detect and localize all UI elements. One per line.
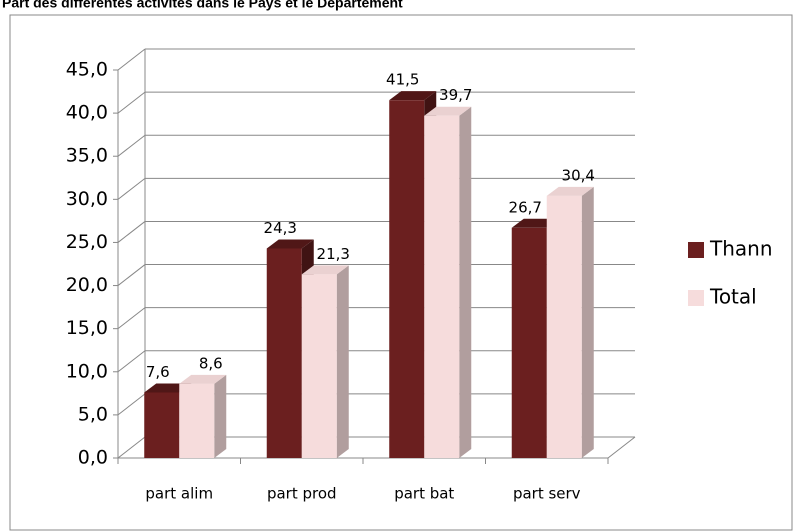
grid-line: [117, 134, 146, 157]
x-tick-label: part serv: [513, 485, 581, 503]
grid-line: [117, 436, 146, 459]
y-tick-label: 35,0: [66, 145, 108, 167]
bar-top: [179, 374, 227, 384]
bar-top: [301, 265, 349, 275]
data-label: 7,6: [146, 363, 170, 381]
y-tick-label: 0,0: [78, 447, 108, 469]
bar: [389, 100, 425, 458]
bar: [546, 195, 582, 458]
bar: [424, 115, 460, 458]
data-label: 21,3: [317, 245, 350, 263]
grid-line: [117, 91, 146, 114]
y-tick-label: 40,0: [66, 102, 108, 124]
bar: [179, 383, 215, 458]
data-label: 24,3: [264, 219, 297, 237]
bar-top: [266, 239, 314, 249]
x-tick-label: part prod: [267, 485, 337, 503]
y-tick-label: 10,0: [66, 360, 108, 382]
bar-side: [336, 265, 349, 458]
bar-side: [214, 374, 227, 458]
grid-line: [117, 264, 146, 286]
bar: [301, 274, 337, 458]
floor-side: [607, 436, 636, 459]
y-tick-label: 45,0: [66, 59, 108, 81]
grid-line: [117, 221, 146, 243]
legend-label: Total: [709, 285, 757, 309]
data-label: 41,5: [386, 71, 419, 89]
data-label: 30,4: [562, 166, 595, 184]
grid-line: [117, 48, 146, 71]
data-label: 39,7: [439, 86, 472, 104]
bar-side: [581, 186, 594, 458]
y-tick-label: 15,0: [66, 317, 108, 339]
legend-label: Thann: [709, 237, 773, 261]
grid-line: [117, 177, 146, 200]
legend-swatch: [688, 290, 704, 306]
grid-line: [117, 393, 146, 416]
bar: [144, 392, 180, 458]
bar-top: [546, 186, 594, 196]
x-tick-label: part bat: [394, 485, 454, 503]
chart-title: Part des différentes activités dans le P…: [2, 0, 403, 11]
bar: [511, 227, 547, 458]
bar: [266, 248, 302, 458]
y-tick-label: 20,0: [66, 274, 108, 296]
grid-line: [117, 350, 146, 373]
grid-line: [117, 307, 146, 330]
data-label: 26,7: [509, 198, 542, 216]
data-label: 8,6: [199, 354, 223, 372]
legend-swatch: [688, 242, 704, 258]
y-tick-label: 30,0: [66, 188, 108, 210]
y-tick-label: 25,0: [66, 231, 108, 253]
bar-top: [389, 91, 437, 101]
bar-top: [424, 106, 472, 116]
bar-side: [459, 106, 472, 458]
x-tick-label: part alim: [145, 485, 213, 503]
y-tick-label: 5,0: [78, 403, 108, 425]
